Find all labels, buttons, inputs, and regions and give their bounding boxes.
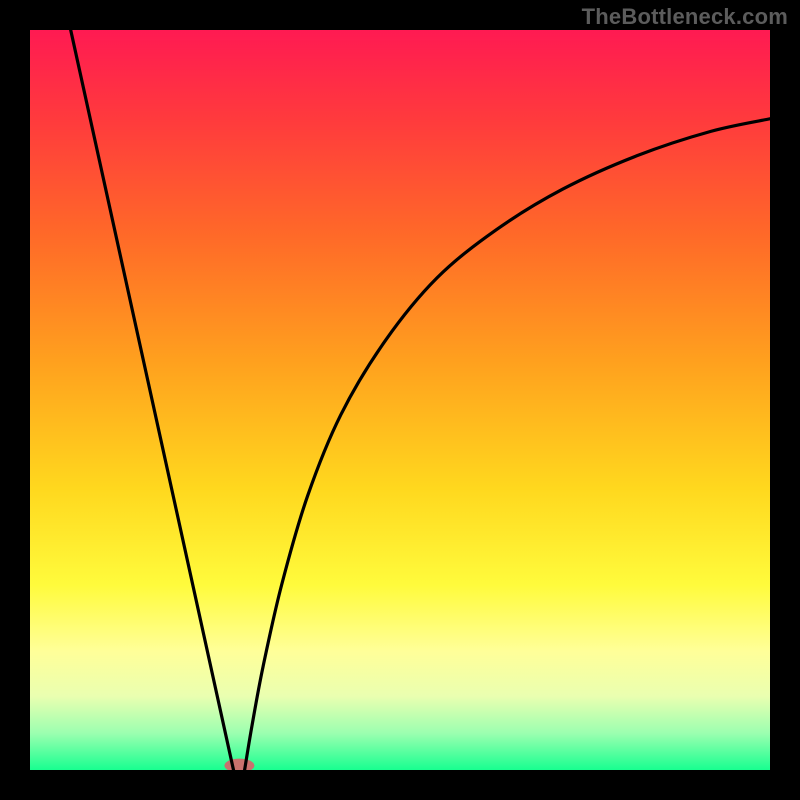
chart-container: TheBottleneck.com [0,0,800,800]
gradient-background [30,30,770,770]
watermark-text: TheBottleneck.com [582,4,788,30]
bottleneck-chart [30,30,770,770]
